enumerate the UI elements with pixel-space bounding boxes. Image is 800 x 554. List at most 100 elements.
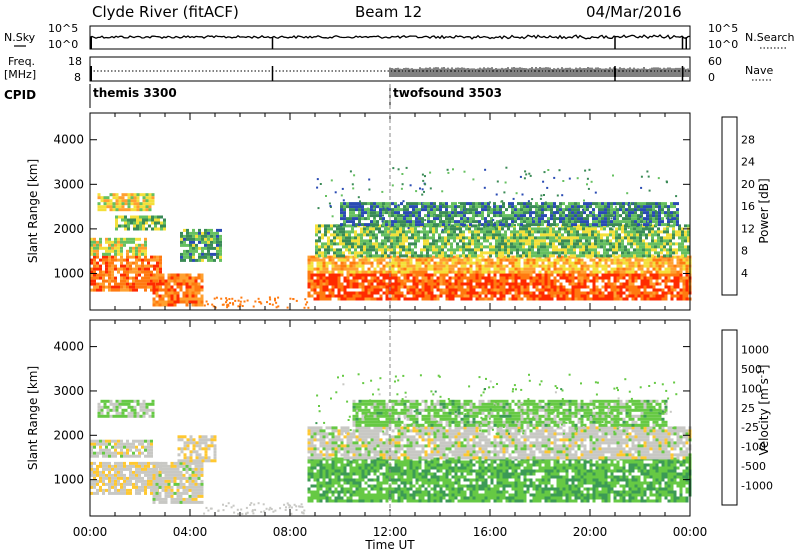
heatmap-cell	[346, 202, 349, 206]
heatmap-cell	[204, 240, 207, 244]
heatmap-cell	[373, 267, 377, 271]
heatmap-cell	[141, 258, 144, 262]
heatmap-cell	[151, 218, 154, 222]
heatmap-cell	[340, 194, 343, 197]
heatmap-cell	[342, 199, 345, 202]
heatmap-cell	[120, 240, 123, 244]
heatmap-cell	[663, 248, 666, 252]
heatmap-cell	[114, 243, 117, 247]
heatmap-cell	[640, 223, 643, 226]
heatmap-cell	[402, 233, 405, 237]
heatmap-cell	[432, 236, 435, 240]
heatmap-cell	[565, 267, 569, 271]
heatmap-cell	[105, 273, 108, 277]
heatmap-cell	[439, 270, 443, 274]
heatmap-cell	[490, 291, 494, 295]
heatmap-cell	[535, 214, 538, 218]
heatmap-cell	[315, 254, 318, 258]
heatmap-cell	[438, 251, 441, 255]
heatmap-cell	[132, 237, 135, 241]
heatmap-cell	[354, 245, 357, 249]
heatmap-cell	[487, 220, 490, 224]
heatmap-cell	[664, 282, 668, 286]
heatmap-cell	[442, 282, 446, 286]
heatmap-cell	[115, 205, 119, 209]
heatmap-cell	[340, 264, 344, 268]
heatmap-cell	[543, 248, 546, 252]
heatmap-cell	[394, 264, 398, 268]
heatmap-cell	[460, 223, 463, 227]
heatmap-cell	[477, 239, 480, 243]
heatmap-cell	[643, 205, 646, 209]
heatmap-cell	[418, 273, 422, 277]
heatmap-cell	[591, 236, 594, 240]
heatmap-cell	[454, 214, 457, 218]
heatmap-cell	[538, 288, 542, 292]
heatmap-cell	[340, 223, 343, 227]
heatmap-cell	[450, 224, 453, 228]
heatmap-cell	[499, 267, 503, 271]
heatmap-cell	[155, 300, 159, 304]
heatmap-cell	[123, 482, 126, 486]
heatmap-cell	[385, 291, 389, 295]
heatmap-cell	[583, 270, 587, 274]
heatmap-cell	[100, 208, 104, 212]
heatmap-cell	[130, 196, 134, 200]
heatmap-cell	[604, 297, 608, 301]
heatmap-cell	[543, 239, 546, 243]
heatmap-cell	[447, 233, 450, 237]
heatmap-cell	[669, 248, 672, 252]
heatmap-cell	[649, 285, 653, 289]
heatmap-cell	[313, 285, 317, 289]
heatmap-cell	[322, 288, 326, 292]
heatmap-cell	[384, 242, 387, 246]
heatmap-cell	[496, 261, 500, 265]
heatmap-cell	[145, 221, 148, 225]
heatmap-cell	[111, 270, 114, 274]
heatmap-cell	[646, 202, 649, 206]
heatmap-cell	[123, 279, 126, 283]
heatmap-cell	[379, 261, 383, 265]
heatmap-cell	[417, 239, 420, 243]
heatmap-cell	[523, 202, 526, 206]
heatmap-cell	[372, 227, 375, 231]
heatmap-cell	[610, 220, 613, 224]
heatmap-cell	[514, 270, 518, 274]
heatmap-cell	[459, 230, 462, 234]
heatmap-cell	[531, 245, 534, 249]
heatmap-cell	[646, 208, 649, 212]
heatmap-cell	[150, 279, 153, 283]
heatmap-cell	[559, 294, 563, 298]
heatmap-cell	[340, 273, 344, 277]
heatmap-cell	[90, 279, 93, 283]
heatmap-cell	[460, 294, 464, 298]
heatmap-cell	[586, 264, 590, 268]
heatmap-cell	[549, 245, 552, 249]
heatmap-cell	[129, 282, 132, 286]
heatmap-cell	[564, 227, 567, 231]
heatmap-cell	[115, 224, 118, 228]
heatmap-cell	[514, 208, 517, 212]
heatmap-cell	[321, 242, 324, 246]
heatmap-cell	[391, 267, 395, 271]
heatmap-cell	[121, 202, 125, 206]
heatmap-cell	[538, 223, 541, 227]
heatmap-cell	[423, 254, 426, 258]
heatmap-cell	[529, 208, 532, 212]
power-ylabel: Slant Range [km]	[26, 159, 40, 263]
heatmap-cell	[607, 282, 611, 286]
heatmap-cell	[141, 261, 144, 265]
heatmap-cell	[313, 279, 317, 283]
heatmap-cell	[385, 223, 388, 227]
heatmap-cell	[197, 282, 201, 286]
heatmap-cell	[430, 273, 434, 277]
heatmap-cell	[364, 276, 368, 280]
heatmap-cell	[419, 187, 421, 190]
heatmap-cell	[487, 208, 490, 212]
heatmap-cell	[549, 230, 552, 234]
heatmap-cell	[523, 291, 527, 295]
heatmap-cell	[568, 273, 572, 277]
heatmap-cell	[418, 294, 422, 298]
heatmap-cell	[355, 261, 359, 265]
heatmap-cell	[310, 276, 314, 280]
